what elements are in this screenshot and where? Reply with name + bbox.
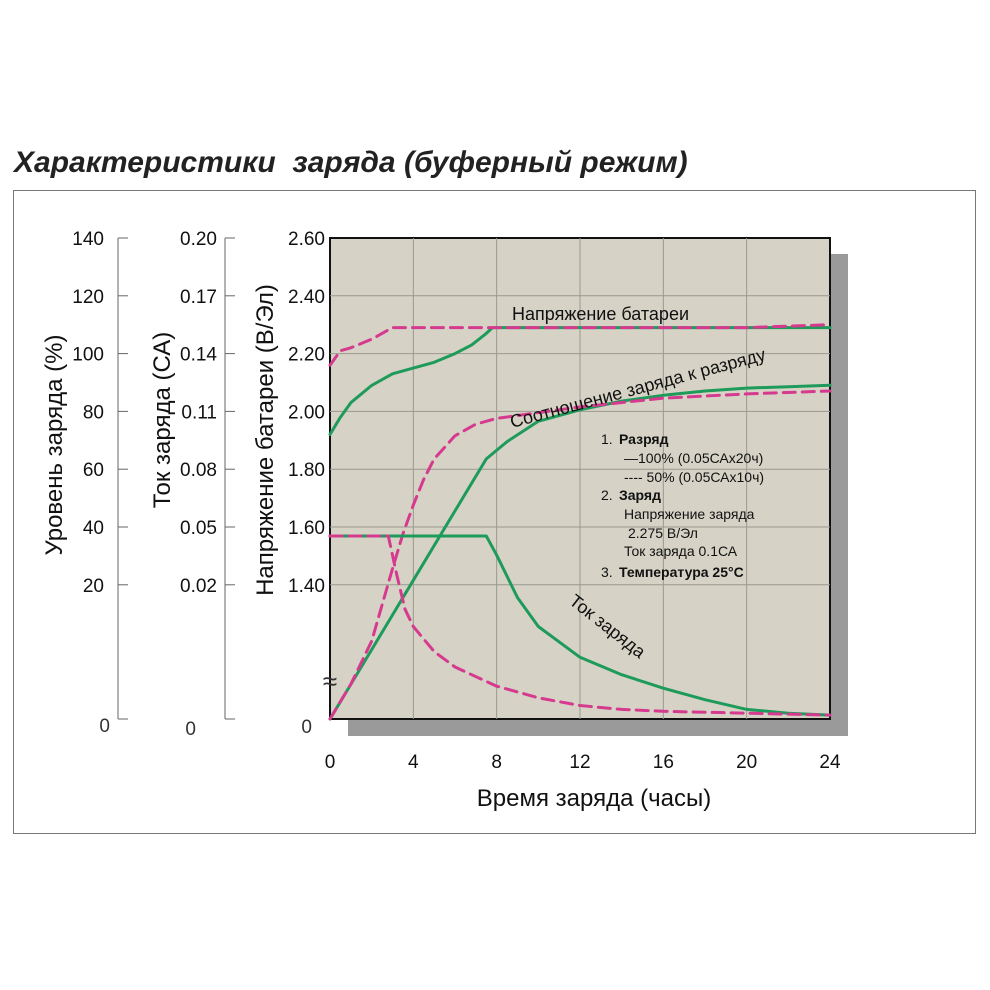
x-tick-label: 8 bbox=[491, 752, 502, 773]
legend-item2-num: 2. bbox=[601, 487, 613, 503]
axis-tick-label: 1.80 bbox=[288, 460, 325, 481]
axis-tick-label: 100 bbox=[72, 345, 104, 366]
axis-tick-label: 0.11 bbox=[181, 402, 217, 423]
series-current-dashed-line bbox=[328, 534, 832, 717]
axis-tick-label: 20 bbox=[83, 576, 104, 597]
axis-tick-label: 1.60 bbox=[288, 518, 325, 539]
axis-zero-label: 0 bbox=[99, 716, 110, 737]
x-tick-label: 24 bbox=[819, 752, 841, 773]
axis-tick-label: 0.20 bbox=[180, 229, 217, 250]
series-percent-dashed-line bbox=[328, 389, 832, 721]
axis-tick-label: 40 bbox=[83, 518, 104, 539]
axis-title-2: Напряжение батареи (В/Эл) bbox=[252, 284, 279, 596]
axis-title-1: Ток заряда (СА) bbox=[149, 332, 176, 509]
x-tick-label: 4 bbox=[408, 752, 419, 773]
axis-zero-label: 0 bbox=[185, 719, 196, 740]
axis-zero-label: 0 bbox=[301, 717, 312, 738]
x-tick-label: 20 bbox=[736, 752, 757, 773]
legend-item1-line2: ---- 50% (0.05САх10ч) bbox=[624, 469, 764, 485]
legend-item2-line3: Ток заряда 0.1СА bbox=[624, 543, 738, 559]
axis-tick-label: 2.40 bbox=[288, 287, 325, 308]
x-tick-label: 0 bbox=[325, 752, 336, 773]
legend: 1. Разряд —100% (0.05САх20ч) ---- 50% (0… bbox=[601, 431, 764, 580]
axis-tick-label: 1.40 bbox=[288, 576, 325, 597]
legend-item2-line1: Напряжение заряда bbox=[624, 506, 755, 522]
x-axis-label: Время заряда (часы) bbox=[477, 785, 711, 812]
axis-tick-label: 140 bbox=[72, 229, 104, 250]
series-percent-solid-line bbox=[328, 383, 832, 721]
series-group bbox=[328, 323, 832, 721]
left-axes: 140 120 100 80 60 40 20 0 Уровень заряда (%) 0.20… bbox=[41, 229, 325, 740]
axis-tick-label: 0.02 bbox=[180, 576, 217, 597]
axis-tick-label: 2.00 bbox=[288, 402, 325, 423]
x-axis: 0 4 8 12 16 20 24 bbox=[325, 752, 841, 773]
series-current-solid-line bbox=[328, 534, 832, 717]
legend-item3-num: 3. bbox=[601, 564, 613, 580]
axis-tick-label: 0.17 bbox=[180, 287, 217, 308]
legend-item2-title: Заряд bbox=[619, 487, 661, 503]
axis-tick-label: 0.14 bbox=[180, 345, 217, 366]
axis-tick-label: 2.20 bbox=[288, 345, 325, 366]
axis-tick-label: 120 bbox=[72, 287, 104, 308]
axis-tick-label: 0.05 bbox=[180, 518, 217, 539]
x-tick-label: 12 bbox=[569, 752, 590, 773]
grid bbox=[330, 238, 830, 719]
legend-item2-line2: 2.275 В/Эл bbox=[628, 525, 698, 541]
axis-tick-label: 80 bbox=[83, 402, 104, 423]
legend-item1-title: Разряд bbox=[619, 431, 669, 447]
axis-tick-label: 2.60 bbox=[288, 229, 325, 250]
chart-title: Характеристики заряда (буферный режим) bbox=[14, 146, 688, 179]
axis-tick-label: 0.08 bbox=[180, 460, 217, 481]
legend-item1-line1: —100% (0.05САх20ч) bbox=[624, 450, 763, 466]
legend-item1-num: 1. bbox=[601, 431, 613, 447]
legend-item3-title: Температура 25°С bbox=[619, 564, 744, 580]
chart-frame bbox=[13, 190, 976, 834]
x-tick-label: 16 bbox=[653, 752, 674, 773]
curve-label-voltage: Напряжение батареи bbox=[512, 304, 689, 324]
series-voltage-dashed-line bbox=[328, 323, 832, 367]
axis-title-0: Уровень заряда (%) bbox=[41, 335, 68, 556]
axis-break-symbol: ≈ bbox=[323, 666, 337, 696]
axis-tick-label: 60 bbox=[83, 460, 104, 481]
